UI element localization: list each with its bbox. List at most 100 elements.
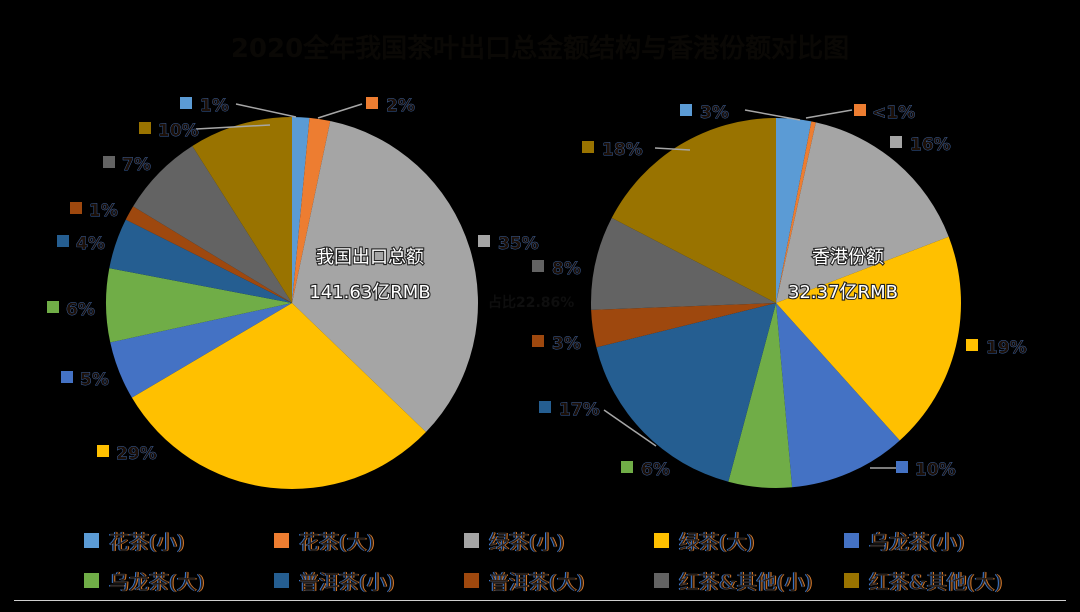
data-label: 1%	[200, 96, 229, 116]
data-label: 3%	[700, 103, 729, 123]
pie-slice-6	[596, 303, 776, 482]
leader-line	[603, 409, 657, 447]
pie-slice-9	[192, 117, 292, 303]
leader-line	[235, 103, 297, 118]
label-swatch	[47, 301, 59, 313]
bottom-divider	[14, 600, 1066, 601]
legend: 花茶(小) 花茶(大) 绿茶(小) 绿茶(大) 乌龙茶(小) 乌龙茶(大) 普洱…	[84, 520, 1044, 600]
pie-slice-8	[591, 217, 776, 310]
leader-line	[195, 124, 271, 130]
legend-item-huacha-small: 花茶(小)	[84, 526, 274, 555]
label-swatch	[890, 136, 902, 148]
legend-label: 花茶(大)	[299, 529, 375, 554]
leader-line	[317, 103, 363, 119]
label-swatch	[97, 445, 109, 457]
legend-swatch	[84, 532, 99, 548]
label-swatch	[532, 335, 544, 347]
legend-label: 乌龙茶(小)	[869, 529, 965, 554]
legend-item-lvcha-small: 绿茶(小)	[464, 526, 654, 555]
data-label: 29%	[116, 444, 157, 464]
data-label: 5%	[80, 370, 109, 390]
legend-item-hongcha-large: 红茶&其他(大)	[844, 566, 1034, 595]
legend-row-1: 花茶(小) 花茶(大) 绿茶(小) 绿茶(大) 乌龙茶(小)	[84, 520, 1044, 560]
left-center-value: 141.63亿RMB	[309, 282, 430, 303]
pie-slice-3	[776, 236, 961, 441]
legend-label: 花茶(小)	[109, 529, 185, 554]
label-swatch	[621, 461, 633, 473]
data-label: 16%	[910, 135, 951, 155]
label-swatch	[61, 371, 73, 383]
data-label: 7%	[122, 155, 151, 175]
data-label: 17%	[559, 400, 600, 420]
pie-slice-2	[776, 122, 949, 304]
data-labels: 1% 2% 35% 29% 5% 6% 4% 1% 7% 10% 3% <1% 16% 19% 10% 6% 1…	[47, 96, 1027, 480]
label-swatch	[70, 202, 82, 214]
data-label: 2%	[386, 96, 415, 116]
legend-swatch	[274, 532, 289, 548]
label-swatch	[103, 156, 115, 168]
legend-label: 红茶&其他(大)	[869, 569, 1003, 594]
legend-label: 绿茶(小)	[489, 529, 565, 554]
legend-swatch	[84, 572, 99, 588]
legend-label: 红茶&其他(小)	[679, 569, 813, 594]
leader-line	[744, 109, 801, 121]
pie-slice-7	[591, 303, 776, 348]
pie-slice-7	[125, 206, 292, 303]
label-swatch	[57, 235, 69, 247]
label-swatch	[854, 104, 866, 116]
legend-swatch	[654, 532, 669, 548]
pie-slice-5	[105, 268, 292, 343]
legend-item-hongcha-small: 红茶&其他(小)	[654, 566, 844, 595]
legend-item-huacha-large: 花茶(大)	[274, 526, 464, 555]
label-swatch	[366, 97, 378, 109]
leader-line	[805, 109, 853, 119]
legend-row-2: 乌龙茶(大) 普洱茶(小) 普洱茶(大) 红茶&其他(小) 红茶&其他(大)	[84, 560, 1044, 600]
legend-item-puer-small: 普洱茶(小)	[274, 566, 464, 595]
right-center-value: 32.37亿RMB	[788, 282, 898, 303]
chart-title: 2020全年我国茶叶出口总金额结构与香港份额对比图	[230, 34, 850, 64]
data-label: 18%	[602, 140, 643, 160]
data-label: 8%	[552, 259, 581, 279]
legend-label: 绿茶(大)	[679, 529, 755, 554]
right-center-title: 香港份额	[812, 247, 884, 268]
legend-label: 普洱茶(小)	[299, 569, 395, 594]
legend-swatch	[654, 572, 669, 588]
pie-slice-1	[292, 117, 331, 304]
data-label: 1%	[89, 201, 118, 221]
label-swatch	[680, 104, 692, 116]
label-swatch	[532, 260, 544, 272]
data-label: 4%	[76, 234, 105, 254]
pie-slice-5	[728, 303, 793, 488]
data-label: 6%	[641, 460, 670, 480]
legend-item-puer-large: 普洱茶(大)	[464, 566, 654, 595]
legend-swatch	[274, 572, 289, 588]
leader-lines	[195, 103, 905, 469]
data-label: 10%	[158, 121, 199, 141]
label-swatch	[180, 97, 192, 109]
legend-label: 乌龙茶(大)	[109, 569, 205, 594]
data-label: 3%	[552, 334, 581, 354]
label-swatch	[582, 141, 594, 153]
left-pie	[105, 117, 478, 489]
legend-item-lvcha-large: 绿茶(大)	[654, 526, 844, 555]
hk-share-note: 占比22.86%	[488, 294, 574, 311]
pie-slice-6	[109, 219, 292, 303]
pie-slice-9	[611, 117, 776, 303]
pie-slice-4	[110, 303, 293, 398]
pie-slice-0	[776, 118, 812, 303]
legend-swatch	[464, 532, 479, 548]
label-swatch	[478, 235, 490, 247]
legend-swatch	[844, 532, 859, 548]
pie-slice-0	[292, 117, 310, 303]
legend-swatch	[464, 572, 479, 588]
right-pie	[591, 117, 961, 488]
data-label: <1%	[872, 103, 915, 123]
label-swatch	[539, 401, 551, 413]
pie-slice-2	[292, 120, 478, 433]
left-center-title: 我国出口总额	[316, 247, 424, 268]
data-label: 6%	[66, 300, 95, 320]
legend-swatch	[844, 572, 859, 588]
leader-line	[654, 147, 691, 151]
data-label: 10%	[915, 460, 956, 480]
